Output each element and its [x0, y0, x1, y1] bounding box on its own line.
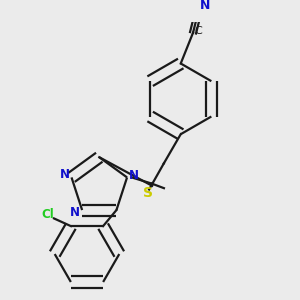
Text: N: N	[129, 169, 139, 182]
Text: N: N	[60, 169, 70, 182]
Text: Cl: Cl	[41, 208, 54, 221]
Text: N: N	[70, 206, 80, 219]
Text: C: C	[194, 26, 202, 36]
Text: S: S	[142, 186, 152, 200]
Text: N: N	[200, 0, 210, 12]
